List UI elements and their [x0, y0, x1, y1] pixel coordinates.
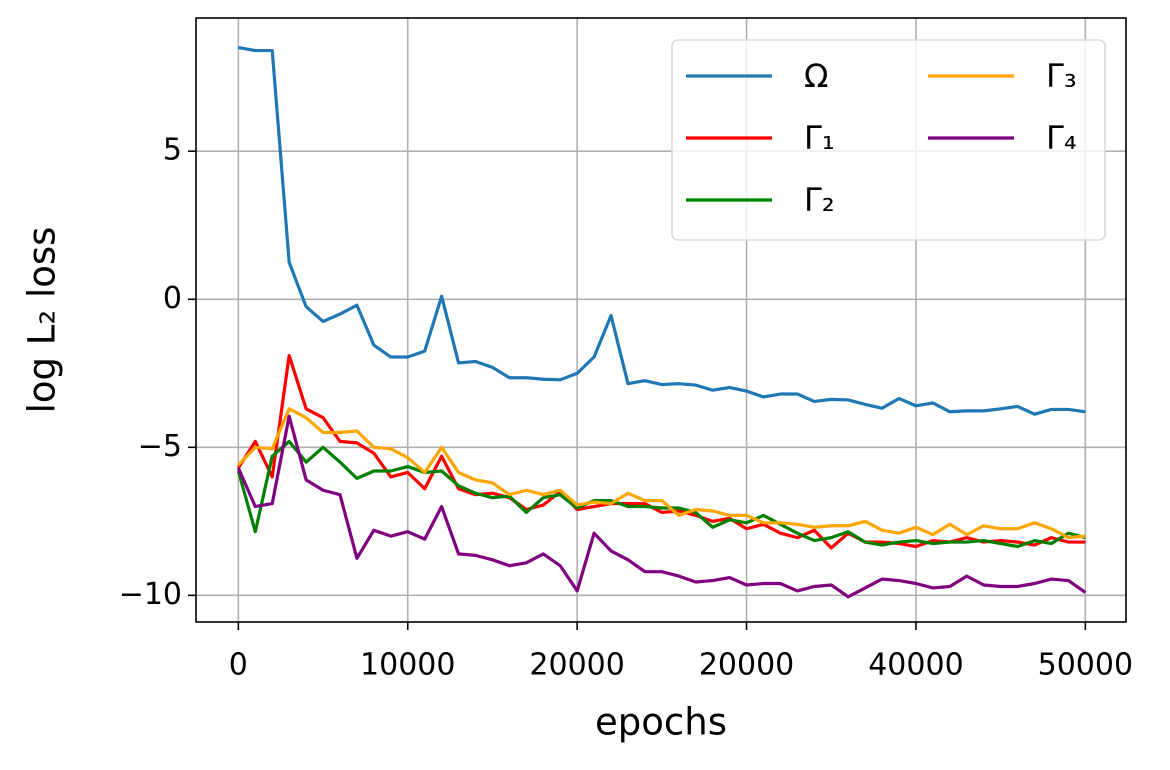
- series-line: [238, 46, 1086, 416]
- y-tick-label: −10: [119, 577, 182, 612]
- plot-frame: [195, 17, 1127, 623]
- x-tick-label: 20000: [699, 648, 794, 683]
- x-tick-label: 10000: [360, 648, 455, 683]
- x-tick-label: 50000: [1038, 648, 1133, 683]
- legend-box: [671, 39, 1106, 241]
- y-axis-label: log L₂ loss: [21, 227, 64, 414]
- y-tick-label: 5: [163, 133, 182, 168]
- legend: Ω Γ₁ Γ₂ Γ₃ Γ₄: [671, 39, 1106, 241]
- y-tick-label: 0: [163, 281, 182, 316]
- y-tick-label: −5: [138, 429, 182, 464]
- series-line: [236, 414, 1087, 599]
- legend-label: Ω: [804, 57, 828, 95]
- legend-label: Γ₁: [804, 119, 835, 157]
- x-tick-label: 0: [229, 648, 248, 683]
- legend-label: Γ₂: [804, 181, 835, 219]
- legend-label: Γ₄: [1046, 119, 1077, 157]
- x-tick-label: 40000: [868, 648, 963, 683]
- series-line: [237, 407, 1086, 540]
- legend-label: Γ₃: [1046, 57, 1077, 95]
- x-tick-label: 20000: [529, 648, 624, 683]
- x-axis-label: epochs: [595, 701, 727, 744]
- series-line: [236, 439, 1086, 549]
